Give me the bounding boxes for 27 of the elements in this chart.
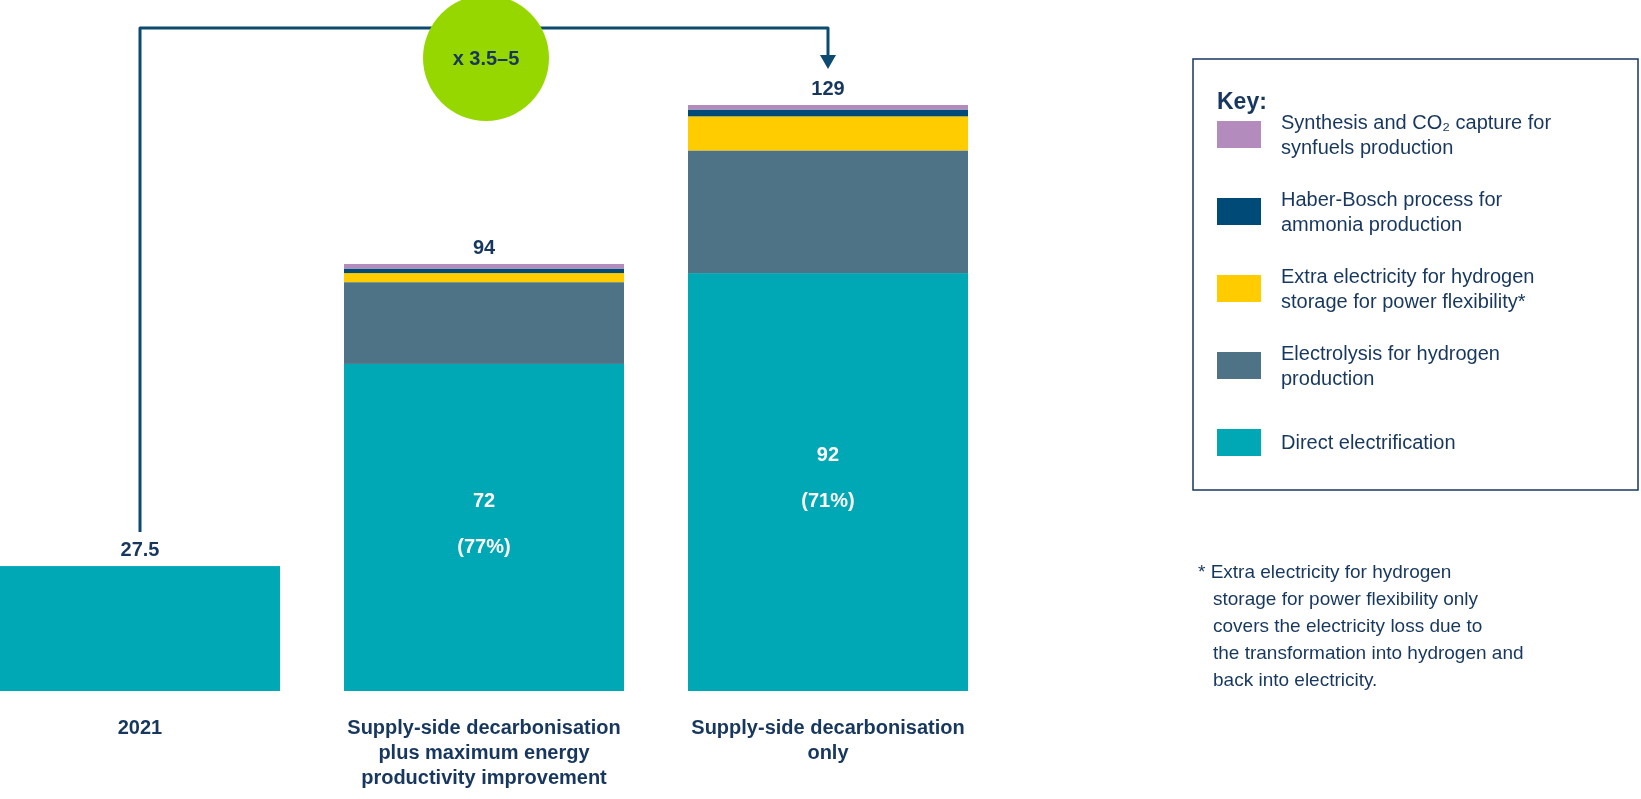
text: * Extra electricity for hydrogen storage for power flexibility only covers the electricity loss due to the transformation into hydrogen and back into electricity. [1198,561,1524,690]
text: x 3.5–5 [452,47,520,70]
annotation: (71%) [801,489,855,512]
bar [343,363,625,691]
bar [343,282,625,364]
bar [687,105,968,110]
x-tick-label: Supply-side decarbonisation plus maximum energy productivity improvement [347,716,621,788]
x-tick-label: 2021 [117,716,163,738]
legend-label: Electrolysis for hydrogen production [1281,341,1500,389]
annotation: (77%) [457,534,511,557]
legend-label: Haber-Bosch process for ammonia production [1281,187,1503,235]
x-tick-label: Supply-side decarbonisation only [691,716,965,763]
total-label: 27.5 [120,538,160,561]
legend-label: Direct electrification [1281,431,1456,453]
legend-label: Synthesis and CO₂ capture for synfuels production [1281,110,1552,158]
total-label: 129 [811,77,845,99]
legend-label: Extra electricity for hydrogen storage for power flexibility* [1281,264,1535,312]
legend-title: Key: [1217,88,1267,114]
bar [343,263,625,269]
total-label: 94 [472,235,496,258]
bar [687,116,968,151]
bar [343,273,625,283]
bar [687,150,968,274]
bar [687,273,968,691]
data-label: 92 [816,443,840,466]
data-label: 72 [472,488,496,511]
bar [0,566,281,691]
